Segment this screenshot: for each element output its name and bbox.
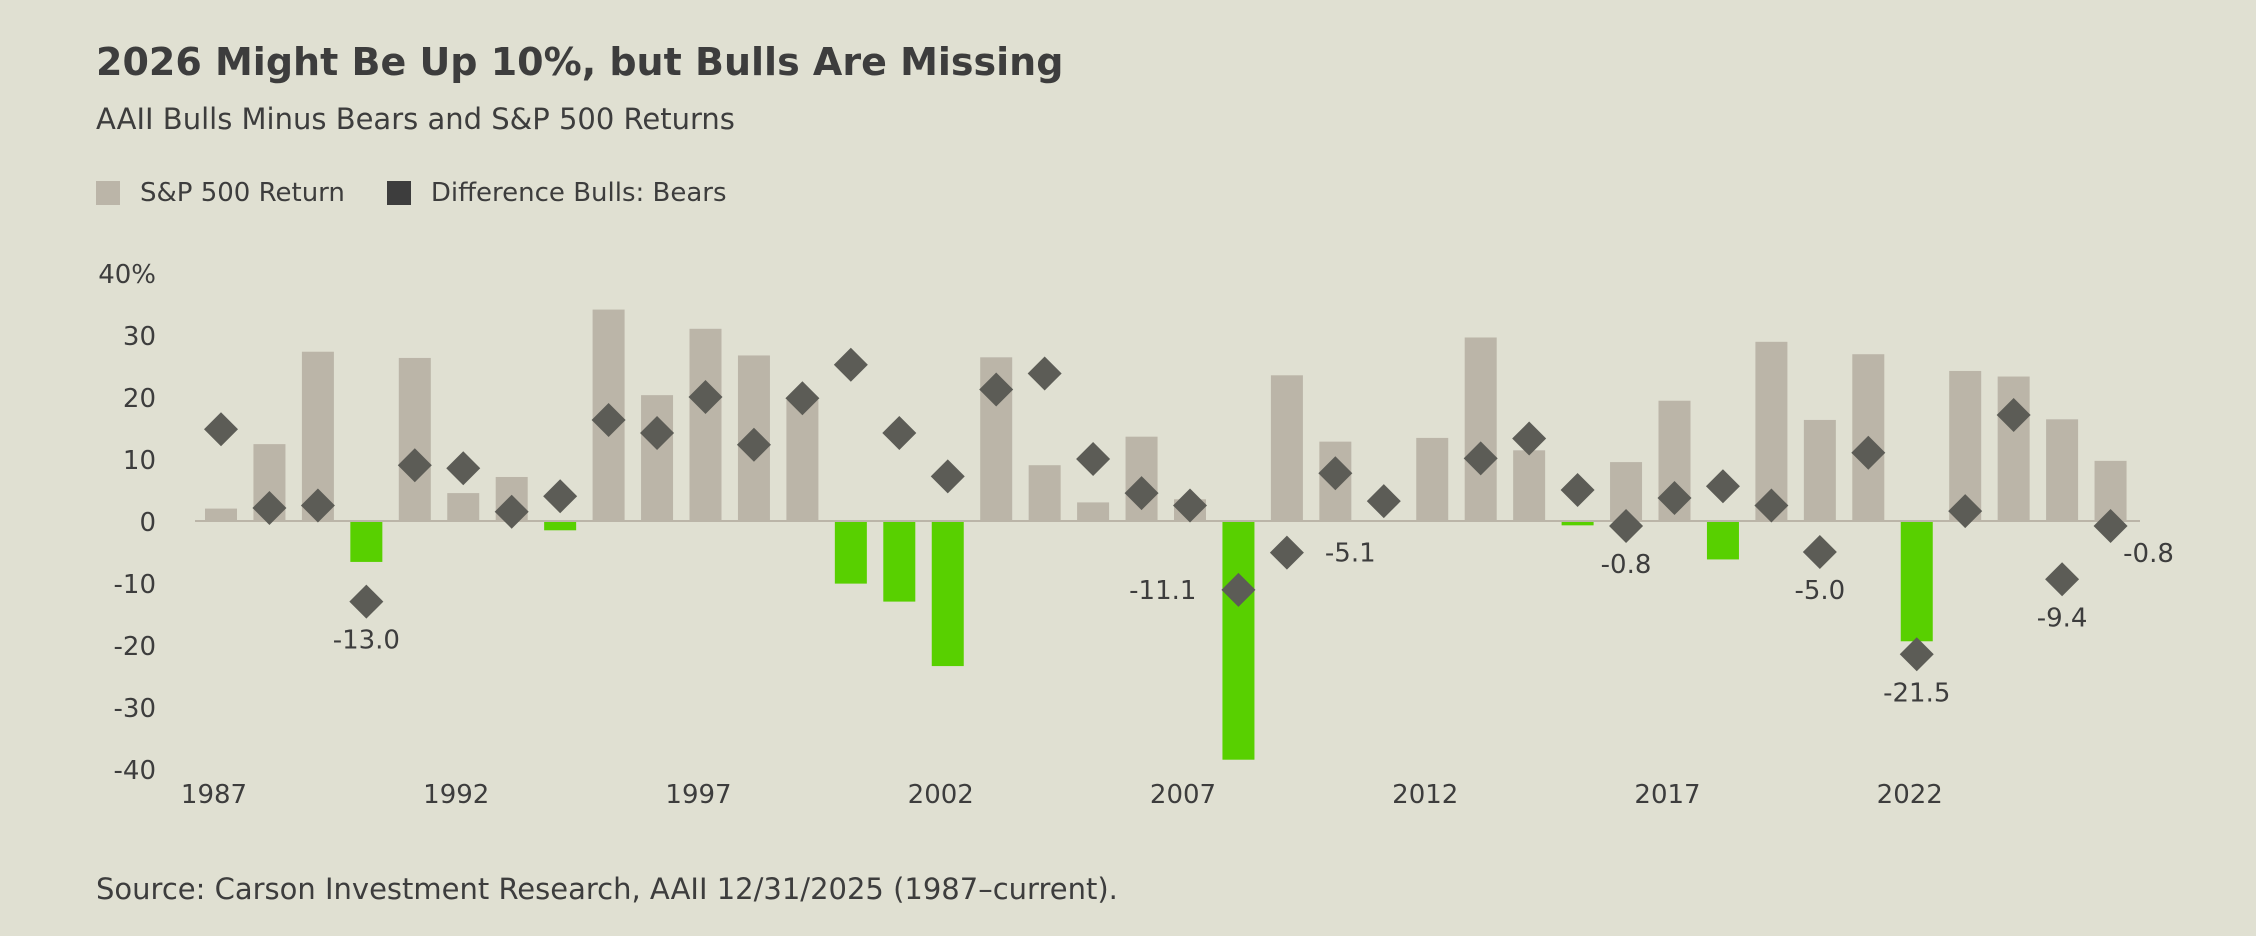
diamond-2003	[979, 372, 1014, 407]
diamond-2014	[1512, 421, 1547, 456]
x-tick-label: 2017	[1634, 780, 1700, 810]
legend-label-sp500: S&P 500 Return	[140, 178, 345, 208]
diamond-2018	[1705, 469, 1740, 504]
chart-subtitle: AAII Bulls Minus Bears and S&P 500 Retur…	[96, 102, 735, 136]
bar-2001	[883, 521, 916, 602]
legend-item-bulls-bears: Difference Bulls: Bears	[386, 178, 727, 208]
bar-1997	[689, 328, 722, 521]
diamond-2016	[1609, 508, 1644, 543]
diamond-2025	[2045, 562, 2080, 597]
diamond-2004	[1027, 356, 1062, 391]
point-label-2026: -0.8	[2123, 539, 2174, 569]
point-label-1990: -13.0	[333, 626, 400, 656]
source-note: Source: Carson Investment Research, AAII…	[96, 872, 1118, 906]
diamond-1992	[446, 451, 481, 486]
diamond-2015	[1560, 473, 1595, 507]
diamond-2024	[1996, 397, 2031, 432]
bar-2025	[2046, 419, 2079, 521]
diamond-2000	[833, 347, 868, 382]
bar-2018	[1706, 521, 1739, 560]
bar-2014	[1513, 450, 1546, 521]
x-tick-label: 2007	[1150, 780, 1216, 810]
legend-label-bulls-bears: Difference Bulls: Bears	[430, 178, 727, 208]
diamond-1989	[300, 488, 335, 523]
diamond-1999	[785, 381, 820, 416]
y-tick-label: 0	[139, 508, 156, 538]
bar-1994	[544, 521, 577, 531]
legend-swatch-bulls-bears	[386, 181, 411, 205]
bar-2012	[1416, 437, 1449, 521]
x-tick-label: 1997	[665, 780, 731, 810]
bar-2005	[1077, 502, 1110, 521]
bar-1999	[786, 400, 819, 521]
diamond-2020	[1802, 535, 1837, 569]
diamond-1991	[397, 448, 432, 483]
bar-2002	[931, 521, 964, 667]
point-label-2009: -5.1	[1325, 539, 1376, 569]
bar-2009	[1270, 375, 1303, 521]
y-tick-label: -40	[114, 756, 156, 786]
point-label-2025: -9.4	[2037, 603, 2088, 633]
diamond-1998	[736, 427, 771, 462]
point-label-2008: -11.1	[1129, 576, 1196, 606]
diamond-1990	[349, 584, 384, 619]
diamond-2005	[1076, 442, 1111, 476]
y-tick-label: 40%	[98, 260, 156, 290]
bar-2004	[1028, 465, 1061, 521]
diamond-2011	[1366, 484, 1401, 519]
bar-1987	[205, 508, 237, 521]
y-tick-label: 30	[123, 322, 156, 352]
point-label-2016: -0.8	[1601, 550, 1652, 580]
diamond-2009	[1269, 535, 1304, 570]
bar-2015	[1561, 521, 1594, 526]
diamond-2022	[1899, 637, 1934, 672]
bar-2008	[1222, 521, 1255, 760]
diamond-2013	[1463, 441, 1498, 476]
diamond-1993	[494, 494, 529, 529]
bar-2020	[1803, 419, 1836, 521]
x-tick-label: 1987	[181, 780, 247, 810]
diamond-2010	[1318, 456, 1353, 491]
diamond-2007	[1173, 488, 1207, 523]
diamond-1997	[688, 380, 723, 414]
bar-2013	[1464, 337, 1497, 521]
diamond-2008	[1221, 572, 1256, 607]
diamond-1995	[591, 402, 626, 437]
chart-title: 2026 Might Be Up 10%, but Bulls Are Miss…	[96, 40, 1064, 84]
x-tick-label: 2002	[908, 780, 974, 810]
diamond-2023	[1948, 494, 1983, 529]
diamond-1987	[204, 412, 238, 447]
diamond-1988	[252, 490, 287, 525]
diamond-2001	[882, 415, 917, 450]
y-tick-label: -10	[114, 570, 156, 600]
diamond-1994	[543, 479, 578, 514]
diamond-2021	[1851, 435, 1886, 470]
bar-2022	[1900, 521, 1933, 642]
legend-item-sp500: S&P 500 Return	[96, 178, 345, 208]
diamond-2006	[1124, 476, 1159, 511]
y-tick-label: -20	[114, 632, 156, 662]
diamond-2019	[1754, 488, 1789, 523]
x-tick-label: 2012	[1392, 780, 1458, 810]
legend: S&P 500 Return Difference Bulls: Bears	[96, 178, 769, 208]
bar-1991	[398, 357, 431, 521]
diamond-2026	[2093, 508, 2128, 543]
legend-swatch-sp500	[96, 181, 120, 205]
y-tick-label: -30	[114, 694, 156, 724]
y-tick-label: 10	[123, 446, 156, 476]
diamond-1996	[640, 415, 675, 450]
bar-1992	[447, 493, 480, 521]
x-tick-label: 2022	[1877, 780, 1943, 810]
bar-1996	[641, 395, 674, 521]
point-label-2020: -5.0	[1794, 576, 1845, 606]
y-tick-label: 20	[123, 384, 156, 414]
diamond-2002	[930, 459, 965, 494]
diamond-2017	[1657, 481, 1692, 516]
point-label-2022: -21.5	[1883, 678, 1950, 708]
bar-2000	[834, 521, 867, 584]
x-tick-label: 1992	[423, 780, 489, 810]
bar-1990	[350, 521, 383, 562]
